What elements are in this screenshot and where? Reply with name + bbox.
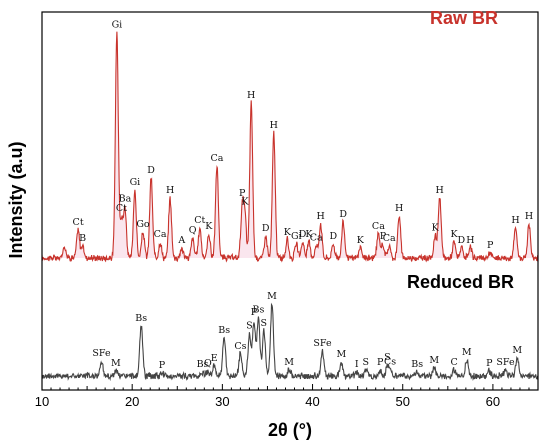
peak-label: Ca: [383, 233, 396, 244]
peak-label: Bs: [197, 359, 209, 370]
peak-label: Bs: [218, 325, 230, 336]
y-axis-title: Intensity (a.u): [6, 141, 26, 258]
peak-label: P: [239, 188, 246, 199]
x-tick-labels: 10 20 30 40 50 60: [35, 394, 500, 409]
peak-label: D: [147, 165, 155, 176]
x-tick-label: 10: [35, 394, 49, 409]
x-tick-label: 30: [215, 394, 229, 409]
peak-label: H: [436, 185, 444, 196]
peak-label: D: [262, 223, 270, 234]
peak-label: K: [432, 223, 440, 234]
peak-label: H: [395, 203, 403, 214]
peak-label: Q: [189, 225, 197, 236]
peak-label: D: [299, 229, 307, 240]
peak-label: M: [462, 347, 472, 358]
peak-label: Go: [136, 219, 150, 230]
peak-label: K: [305, 229, 313, 240]
x-tick-label: 20: [125, 394, 139, 409]
peak-label: P: [486, 358, 493, 369]
peak-label: K: [451, 229, 459, 240]
peak-label: H: [466, 235, 474, 246]
x-tick-label: 60: [486, 394, 500, 409]
x-axis-title: 2θ (°): [268, 420, 312, 440]
peak-label: H: [317, 211, 325, 222]
peak-label: K: [241, 196, 249, 207]
axes: [41, 11, 539, 391]
peak-label: Ct: [194, 215, 205, 226]
peak-label: Ct: [116, 203, 127, 214]
series-title-raw: Raw BR: [430, 8, 498, 28]
peak-label: P: [251, 307, 258, 318]
peak-label: P: [487, 240, 494, 251]
raw-br-pattern-line: [41, 31, 539, 263]
peak-label: P: [380, 231, 387, 242]
peak-label: D: [329, 231, 337, 242]
peak-label: E: [211, 353, 218, 364]
series-title-reduced: Reduced BR: [407, 272, 514, 292]
peak-label: Cs: [384, 356, 396, 367]
x-tick-label: 40: [305, 394, 319, 409]
peak-label: Ca: [372, 221, 385, 232]
peak-label: M: [267, 291, 277, 302]
peak-label: S: [384, 352, 391, 363]
peak-label: M: [284, 357, 294, 368]
x-tick-label: 50: [395, 394, 409, 409]
peak-label: S: [363, 357, 370, 368]
peak-label: Bs: [411, 359, 423, 370]
peak-label: SFe: [313, 338, 332, 349]
peak-label: H: [511, 215, 519, 226]
peak-label: Gi: [291, 231, 302, 242]
peak-label: SFe: [92, 348, 111, 359]
peak-label: D: [457, 235, 465, 246]
reduced-br-pattern-line: [41, 302, 539, 382]
peak-label: D: [339, 209, 347, 220]
peak-label: K: [205, 221, 213, 232]
peak-label: C: [450, 357, 457, 368]
peak-label: Bs: [252, 305, 264, 316]
peak-label: Ca: [154, 229, 167, 240]
peak-label: H: [270, 120, 278, 131]
peak-label: S: [246, 321, 253, 332]
peak-label: H: [247, 90, 255, 101]
peak-label: M: [429, 355, 439, 366]
peak-label: Q: [204, 358, 212, 369]
peak-label: M: [111, 358, 121, 369]
peak-label: K: [284, 227, 292, 238]
peak-label: Ba: [119, 193, 132, 204]
peak-label: Gi: [130, 177, 141, 188]
peak-label: P: [159, 360, 166, 371]
peak-label: P: [377, 357, 384, 368]
peak-label: M: [512, 345, 522, 356]
peak-label: S: [261, 318, 268, 329]
plot-frame: [41, 11, 539, 391]
peak-label: B: [79, 233, 86, 244]
peak-label: Ca: [310, 233, 323, 244]
peak-label: Gi: [112, 20, 123, 31]
peak-label: Ct: [73, 217, 84, 228]
peak-label: A: [177, 235, 185, 246]
peak-label: M: [337, 349, 347, 360]
peak-label: H: [525, 211, 533, 222]
peak-label: SFe: [496, 357, 515, 368]
peak-label: I: [355, 359, 359, 370]
peak-label: Bs: [135, 313, 147, 324]
peak-label: H: [166, 185, 174, 196]
peak-label: Cs: [234, 341, 246, 352]
peak-label: K: [357, 235, 365, 246]
peak-label: Ca: [211, 153, 224, 164]
